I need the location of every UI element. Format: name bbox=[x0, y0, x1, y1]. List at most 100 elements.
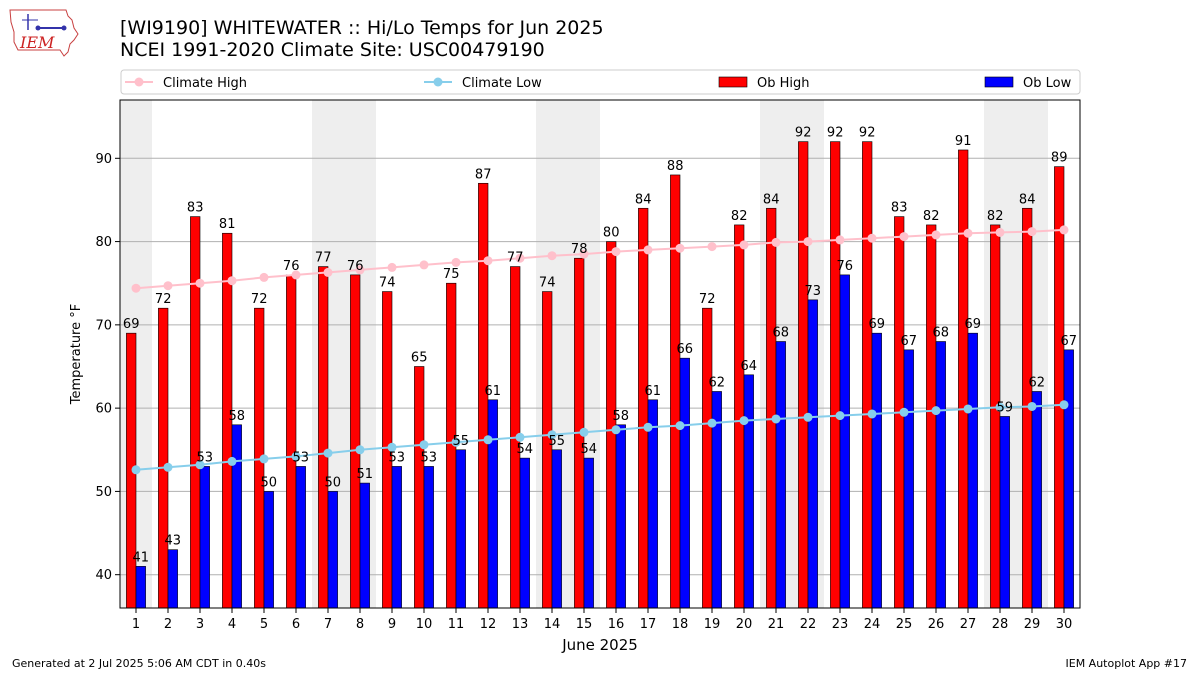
legend-marker-climate-low bbox=[433, 77, 443, 87]
ob-low-label-1: 41 bbox=[133, 550, 150, 565]
climate-high-point-25 bbox=[899, 232, 909, 242]
ob-high-label-27: 91 bbox=[955, 134, 972, 149]
ob-high-bar-18 bbox=[670, 174, 681, 609]
y-tick-label-90: 90 bbox=[95, 152, 112, 167]
climate-low-point-6 bbox=[291, 451, 301, 461]
climate-low-point-9 bbox=[387, 442, 397, 452]
climate-low-point-5 bbox=[259, 454, 269, 464]
climate-high-point-19 bbox=[707, 242, 717, 252]
climate-high-point-27 bbox=[963, 228, 973, 238]
ob-high-bar-27 bbox=[958, 149, 969, 609]
climate-high-point-16 bbox=[611, 247, 621, 257]
ob-low-label-17: 61 bbox=[645, 384, 662, 399]
ob-low-label-26: 68 bbox=[933, 326, 950, 341]
ob-high-bar-21 bbox=[766, 207, 777, 609]
climate-high-point-21 bbox=[771, 237, 781, 247]
climate-high-point-18 bbox=[675, 243, 685, 253]
climate-low-line bbox=[135, 403, 1065, 471]
ob-low-bar-22 bbox=[807, 299, 818, 609]
climate-high-point-1 bbox=[131, 283, 141, 293]
ob-low-label-9: 53 bbox=[389, 450, 406, 465]
climate-high-point-4 bbox=[227, 276, 237, 286]
x-tick-label-5: 5 bbox=[260, 617, 268, 632]
climate-high-point-6 bbox=[291, 270, 301, 280]
ob-high-bar-3 bbox=[190, 216, 201, 609]
x-tick-label-22: 22 bbox=[800, 617, 817, 632]
climate-high-point-17 bbox=[643, 245, 653, 255]
ob-low-bar-21 bbox=[775, 341, 786, 609]
ob-high-label-26: 82 bbox=[923, 209, 940, 224]
x-tick-label-6: 6 bbox=[292, 617, 300, 632]
ob-high-label-29: 84 bbox=[1019, 192, 1036, 207]
ob-low-bar-14 bbox=[551, 449, 562, 609]
legend: Climate High Climate Low Ob High Ob Low bbox=[120, 69, 1081, 95]
ob-high-label-25: 83 bbox=[891, 201, 908, 216]
ob-high-label-16: 80 bbox=[603, 226, 620, 241]
x-axis-label: June 2025 bbox=[561, 636, 638, 654]
plot-frame bbox=[119, 99, 1081, 609]
ob-low-bar-6 bbox=[295, 466, 306, 609]
climate-high-point-28 bbox=[995, 227, 1005, 237]
ob-high-label-21: 84 bbox=[763, 192, 780, 207]
x-tick-label-11: 11 bbox=[448, 617, 465, 632]
ob-low-bar-29 bbox=[1031, 391, 1042, 609]
ob-high-label-9: 74 bbox=[379, 276, 396, 291]
x-tick-label-20: 20 bbox=[736, 617, 753, 632]
ob-low-bar-26 bbox=[935, 341, 946, 609]
ob-low-label-21: 68 bbox=[773, 326, 790, 341]
climate-low-point-27 bbox=[963, 404, 973, 414]
ob-low-bar-13 bbox=[519, 457, 530, 609]
ob-high-bar-6 bbox=[286, 274, 297, 609]
climate-low-point-23 bbox=[835, 411, 845, 421]
x-tick-label-15: 15 bbox=[576, 617, 593, 632]
ob-high-label-1: 69 bbox=[123, 317, 140, 332]
x-tick-label-1: 1 bbox=[132, 617, 140, 632]
ob-low-bar-11 bbox=[455, 449, 466, 609]
x-tick-label-19: 19 bbox=[704, 617, 721, 632]
x-tick-label-2: 2 bbox=[164, 617, 172, 632]
legend-label-ob-low: Ob Low bbox=[1023, 76, 1072, 91]
legend-marker-climate-high bbox=[134, 77, 144, 87]
ob-high-bar-8 bbox=[350, 274, 361, 609]
climate-high-point-3 bbox=[195, 278, 205, 288]
ob-high-label-24: 92 bbox=[859, 126, 876, 141]
climate-low-point-3 bbox=[195, 460, 205, 470]
climate-low-point-18 bbox=[675, 421, 685, 431]
x-tick-label-16: 16 bbox=[608, 617, 625, 632]
ob-low-bar-23 bbox=[839, 274, 850, 609]
ob-high-label-3: 83 bbox=[187, 201, 204, 216]
climate-low-point-16 bbox=[611, 425, 621, 435]
ob-high-label-7: 77 bbox=[315, 251, 332, 266]
ob-high-bar-2 bbox=[158, 307, 169, 609]
ob-high-bar-28 bbox=[990, 224, 1001, 609]
ob-high-label-2: 72 bbox=[155, 292, 172, 307]
legend-swatch-ob-low bbox=[984, 76, 1014, 88]
data-labels: 69 41 72 43 83 53 81 58 72 50 76 53 77 50 76 51 74 53 65 53… bbox=[123, 126, 1077, 566]
x-tick-label-9: 9 bbox=[388, 617, 396, 632]
ob-low-bar-18 bbox=[679, 357, 690, 609]
climate-low-point-1 bbox=[131, 465, 141, 475]
y-tick-label-40: 40 bbox=[95, 568, 112, 583]
climate-lines bbox=[131, 225, 1069, 475]
ob-low-bar-10 bbox=[423, 466, 434, 609]
ob-high-label-17: 84 bbox=[635, 192, 652, 207]
ob-low-label-28: 59 bbox=[997, 400, 1014, 415]
climate-high-point-15 bbox=[579, 249, 589, 259]
ob-high-bar-7 bbox=[318, 266, 329, 609]
ob-high-label-13: 77 bbox=[507, 251, 524, 266]
x-tick-label-30: 30 bbox=[1056, 617, 1073, 632]
climate-high-point-22 bbox=[803, 237, 813, 247]
ob-low-bar-5 bbox=[263, 491, 274, 609]
ob-low-label-13: 54 bbox=[517, 442, 534, 457]
x-tick-label-28: 28 bbox=[992, 617, 1009, 632]
legend-box bbox=[120, 69, 1081, 95]
x-tick-label-3: 3 bbox=[196, 617, 204, 632]
ob-high-bar-16 bbox=[606, 241, 617, 609]
climate-low-point-15 bbox=[579, 427, 589, 437]
ob-low-bar-28 bbox=[999, 416, 1010, 609]
ob-low-label-16: 58 bbox=[613, 409, 630, 424]
x-tick-label-21: 21 bbox=[768, 617, 785, 632]
chart-subtitle: NCEI 1991-2020 Climate Site: USC00479190 bbox=[120, 39, 545, 61]
y-axis-label: Temperature °F bbox=[69, 304, 84, 405]
